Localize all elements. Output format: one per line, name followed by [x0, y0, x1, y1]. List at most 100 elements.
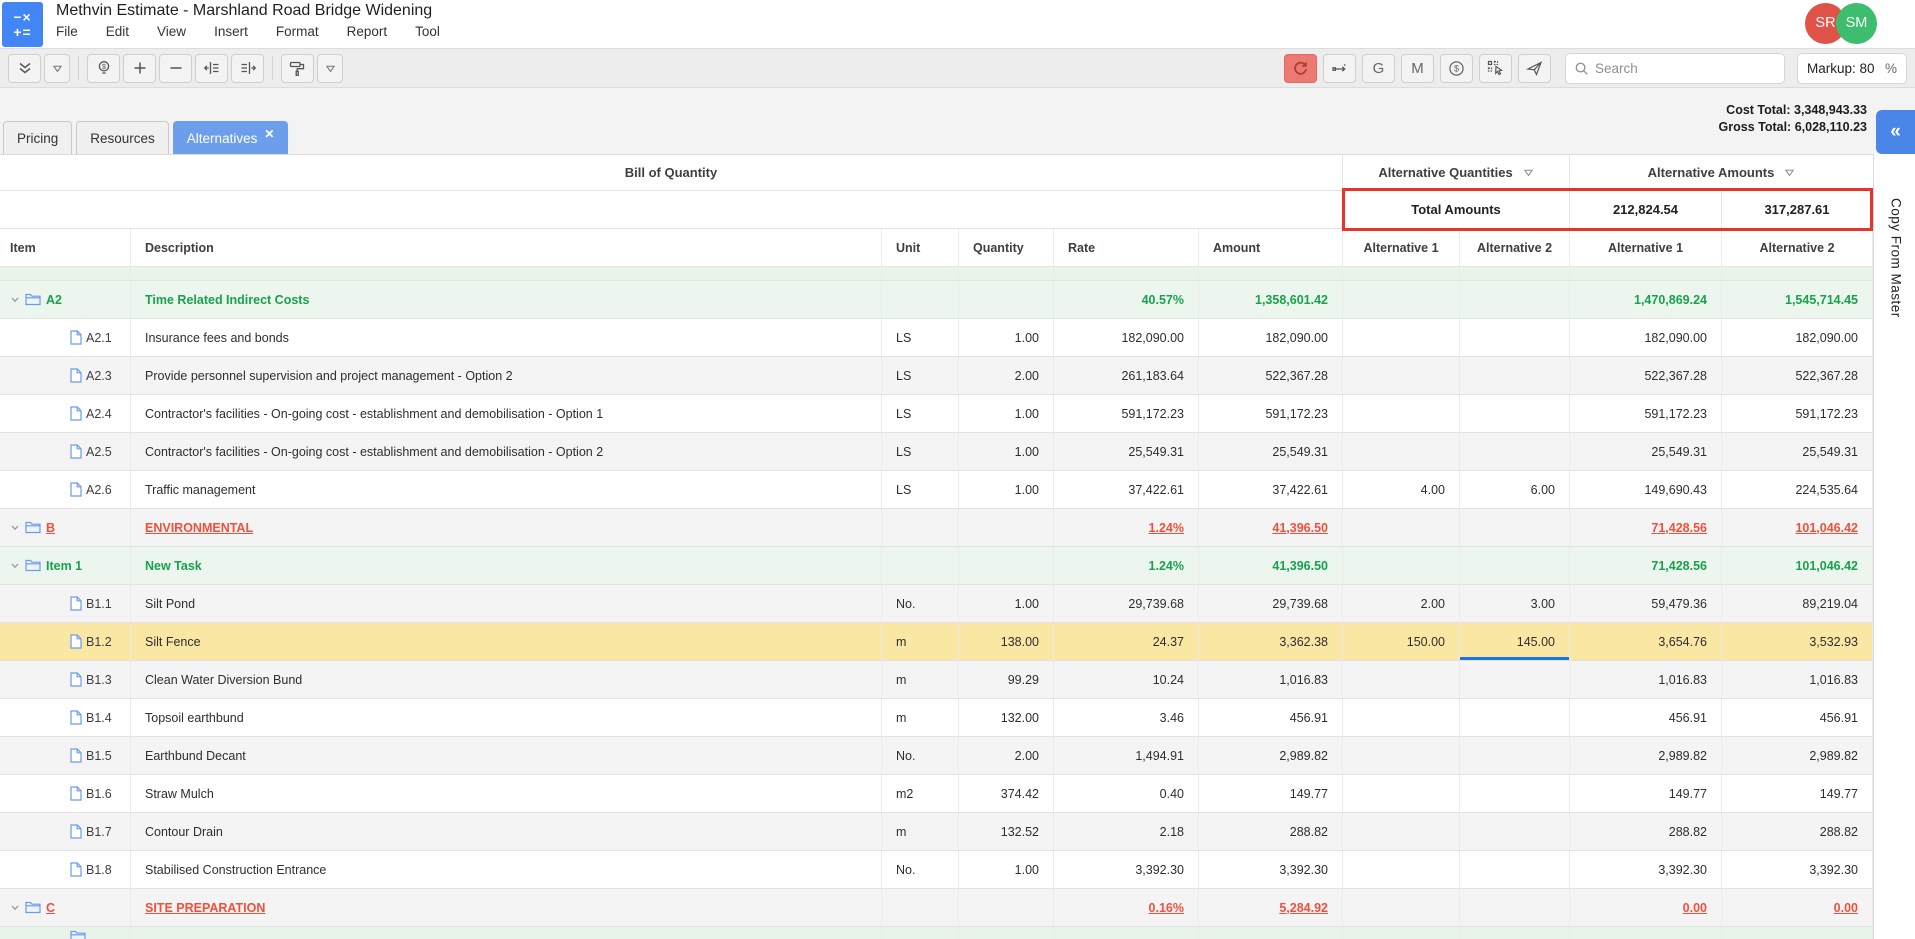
cell-alt1-quantity[interactable]: 2.00: [1343, 585, 1460, 622]
cell-quantity[interactable]: 374.42: [959, 775, 1054, 812]
cell-alt1-amount[interactable]: 591,172.23: [1570, 395, 1722, 432]
cell-alt1-quantity[interactable]: 4.00: [1343, 471, 1460, 508]
cell-alt1-amount[interactable]: 1,016.83: [1570, 661, 1722, 698]
cell-unit[interactable]: m: [882, 699, 959, 736]
cell-alt2-amount[interactable]: 522,367.28: [1722, 357, 1873, 394]
cell-amount[interactable]: 1,358,601.42: [1199, 281, 1343, 318]
cell-alt2-quantity[interactable]: [1460, 319, 1570, 356]
cell-rate[interactable]: 0.40: [1054, 775, 1199, 812]
cell-item[interactable]: B1.5: [0, 737, 131, 774]
cell-alt2-quantity[interactable]: [1460, 661, 1570, 698]
cell-unit[interactable]: [882, 889, 959, 926]
rate-suggestion-button[interactable]: $: [87, 54, 120, 83]
cell-rate[interactable]: 1,494.91: [1054, 737, 1199, 774]
cell-alt1-amount[interactable]: 2,989.82: [1570, 737, 1722, 774]
cell-description[interactable]: Time Related Indirect Costs: [131, 281, 882, 318]
cell-alt1-quantity[interactable]: 150.00: [1343, 623, 1460, 660]
menu-insert[interactable]: Insert: [214, 24, 248, 39]
cell-amount[interactable]: 5,284.92: [1199, 889, 1343, 926]
cell-alt1-quantity[interactable]: [1343, 775, 1460, 812]
cell-item[interactable]: A2.4: [0, 395, 131, 432]
cell-rate[interactable]: 25,549.31: [1054, 433, 1199, 470]
cell-alt1-quantity[interactable]: [1343, 851, 1460, 888]
cell-item[interactable]: B1.1: [0, 585, 131, 622]
cell-quantity[interactable]: 1.00: [959, 319, 1054, 356]
cell-unit[interactable]: m: [882, 623, 959, 660]
cell-quantity[interactable]: 99.29: [959, 661, 1054, 698]
format-painter-button[interactable]: [281, 54, 314, 83]
cell-unit[interactable]: LS: [882, 395, 959, 432]
cell-unit[interactable]: No.: [882, 851, 959, 888]
cell-quantity[interactable]: [959, 889, 1054, 926]
indent-button[interactable]: [231, 54, 264, 83]
cell-rate[interactable]: 591,172.23: [1054, 395, 1199, 432]
cell-alt2-quantity[interactable]: [1460, 281, 1570, 318]
cell-alt1-amount[interactable]: 456.91: [1570, 699, 1722, 736]
tab-pricing[interactable]: Pricing: [3, 121, 72, 154]
cell-alt2-amount[interactable]: 0.00: [1722, 889, 1873, 926]
cell-amount[interactable]: 522,367.28: [1199, 357, 1343, 394]
expand-chevron-icon[interactable]: [10, 295, 20, 305]
cell-quantity[interactable]: 2.00: [959, 737, 1054, 774]
cell-alt2-quantity[interactable]: 145.00: [1460, 623, 1570, 660]
cell-amount[interactable]: 29,739.68: [1199, 585, 1343, 622]
menu-file[interactable]: File: [56, 24, 78, 39]
avatar[interactable]: SM: [1836, 3, 1877, 44]
cell-item[interactable]: B1.7: [0, 813, 131, 850]
cell-alt1-quantity[interactable]: [1343, 547, 1460, 584]
cell-amount[interactable]: 456.91: [1199, 699, 1343, 736]
cell-quantity[interactable]: 132.52: [959, 813, 1054, 850]
cell-description[interactable]: Earthbund Decant: [131, 737, 882, 774]
cell-alt2-quantity[interactable]: [1460, 357, 1570, 394]
m-mode-button[interactable]: M: [1401, 54, 1434, 83]
cell-quantity[interactable]: [959, 547, 1054, 584]
cell-alt2-amount[interactable]: 1,016.83: [1722, 661, 1873, 698]
menu-format[interactable]: Format: [276, 24, 319, 39]
refresh-button[interactable]: [1284, 54, 1317, 83]
search-input[interactable]: [1595, 61, 1755, 76]
cell-alt1-amount[interactable]: 3,392.30: [1570, 851, 1722, 888]
cell-description[interactable]: Silt Fence: [131, 623, 882, 660]
cell-alt1-quantity[interactable]: [1343, 357, 1460, 394]
triangle-down-icon[interactable]: [1523, 168, 1534, 177]
cell-alt2-quantity[interactable]: [1460, 547, 1570, 584]
cell-alt1-quantity[interactable]: [1343, 889, 1460, 926]
cell-item[interactable]: B1.2: [0, 623, 131, 660]
cell-rate[interactable]: 40.57%: [1054, 281, 1199, 318]
cell-description[interactable]: Stabilised Construction Entrance: [131, 851, 882, 888]
alt-quantities-group-header[interactable]: Alternative Quantities: [1343, 155, 1570, 190]
cell-description[interactable]: Provide personnel supervision and projec…: [131, 357, 882, 394]
cell-rate[interactable]: 37,422.61: [1054, 471, 1199, 508]
cell-description[interactable]: Topsoil earthbund: [131, 699, 882, 736]
collapse-panel-button[interactable]: «: [1876, 110, 1915, 154]
cell-alt2-quantity[interactable]: [1460, 699, 1570, 736]
cell-alt2-quantity[interactable]: [1460, 395, 1570, 432]
cell-alt2-quantity[interactable]: [1460, 813, 1570, 850]
alt-amounts-group-header[interactable]: Alternative Amounts: [1570, 155, 1873, 190]
cell-amount[interactable]: 3,362.38: [1199, 623, 1343, 660]
cell-item[interactable]: B1.4: [0, 699, 131, 736]
cell-alt2-amount[interactable]: 591,172.23: [1722, 395, 1873, 432]
cell-item[interactable]: A2.3: [0, 357, 131, 394]
cell-unit[interactable]: m: [882, 661, 959, 698]
cell-alt2-amount[interactable]: 25,549.31: [1722, 433, 1873, 470]
cell-unit[interactable]: LS: [882, 433, 959, 470]
cell-alt1-amount[interactable]: 0.00: [1570, 889, 1722, 926]
menu-tool[interactable]: Tool: [415, 24, 440, 39]
cell-alt2-amount[interactable]: 288.82: [1722, 813, 1873, 850]
currency-button[interactable]: $: [1440, 54, 1473, 83]
cell-description[interactable]: Straw Mulch: [131, 775, 882, 812]
cell-description[interactable]: Clean Water Diversion Bund: [131, 661, 882, 698]
cell-quantity[interactable]: 1.00: [959, 471, 1054, 508]
cell-rate[interactable]: 1.24%: [1054, 547, 1199, 584]
expand-chevron-icon[interactable]: [10, 903, 20, 913]
cell-item[interactable]: B1.8: [0, 851, 131, 888]
cell-description[interactable]: Traffic management: [131, 471, 882, 508]
cell-amount[interactable]: 37,422.61: [1199, 471, 1343, 508]
cell-alt1-amount[interactable]: 149,690.43: [1570, 471, 1722, 508]
cell-rate[interactable]: 2.18: [1054, 813, 1199, 850]
cell-rate[interactable]: 29,739.68: [1054, 585, 1199, 622]
cell-rate[interactable]: 3,392.30: [1054, 851, 1199, 888]
cell-unit[interactable]: [882, 547, 959, 584]
send-button[interactable]: [1518, 54, 1551, 83]
